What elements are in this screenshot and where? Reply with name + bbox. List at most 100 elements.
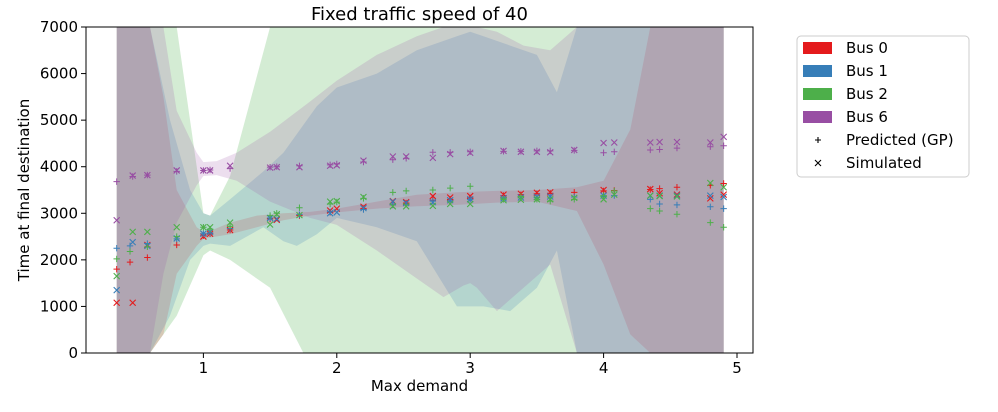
predicted-point [656, 146, 663, 153]
legend-label: Bus 6 [846, 108, 888, 126]
simulated-point [326, 162, 334, 170]
simulated-point [673, 192, 681, 199]
legend-item-bus-1: Bus 1 [803, 62, 888, 80]
predicted-point [429, 197, 437, 205]
predicted-point [429, 149, 437, 156]
predicted-point [466, 183, 474, 190]
x-tick-label: 4 [599, 359, 609, 377]
legend-box [796, 35, 970, 178]
predicted-point [533, 147, 541, 155]
predicted-point [656, 185, 663, 192]
simulated-point [173, 167, 181, 174]
predicted-point [611, 148, 618, 156]
simulated-point [646, 185, 654, 193]
simulated-point [273, 163, 281, 171]
predicted-point [611, 187, 618, 195]
simulated-point [200, 230, 207, 238]
predicted-point [113, 245, 120, 252]
simulated-point [360, 204, 367, 212]
predicted-point [389, 189, 397, 196]
simulated-point [600, 195, 607, 203]
simulated-point [706, 192, 714, 199]
simulated-point [402, 202, 410, 210]
predicted-point [600, 192, 607, 199]
predicted-point [673, 201, 681, 209]
legend-item-bus-2: Bus 2 [803, 85, 888, 103]
simulated-point [706, 139, 714, 146]
predicted-point [296, 204, 303, 211]
predicted-point [647, 146, 654, 154]
predicted-point [389, 156, 397, 163]
simulated-point [517, 196, 525, 204]
simulated-point [266, 221, 274, 228]
simulated-point [333, 197, 341, 205]
simulated-point [720, 133, 728, 141]
simulated-point [360, 157, 367, 165]
x-tick-label: 2 [332, 359, 342, 377]
y-axis-label: Time at final destination [15, 99, 33, 282]
predicted-point [707, 143, 714, 150]
legend-swatch [803, 111, 832, 123]
predicted-point [600, 149, 607, 156]
predicted-point [707, 219, 714, 226]
simulated-point [600, 186, 607, 194]
simulated-point [226, 162, 234, 170]
simulated-point [720, 193, 728, 201]
predicted-point [673, 144, 681, 152]
predicted-point [144, 254, 151, 261]
predicted-point [720, 205, 727, 212]
x-tick-label: 5 [732, 359, 742, 377]
simulated-point [129, 238, 137, 246]
simulated-point [389, 153, 397, 160]
legend-item-bus-0: Bus 0 [803, 39, 888, 57]
predicted-point [113, 265, 120, 273]
predicted-point [173, 233, 180, 240]
x-tick-label: 1 [199, 359, 209, 377]
simulated-point [143, 228, 151, 236]
predicted-point [113, 255, 120, 263]
simulated-point [656, 138, 664, 146]
simulated-point [200, 167, 207, 174]
simulated-point [129, 299, 137, 307]
predicted-point [656, 200, 663, 208]
x-axis-label: Max demand [371, 377, 468, 395]
predicted-point [126, 242, 134, 250]
y-tick-label: 0 [68, 344, 78, 362]
simulated-point [360, 193, 367, 201]
simulated-point [296, 163, 303, 171]
legend-label: Bus 1 [846, 62, 888, 80]
predicted-point [173, 168, 180, 175]
predicted-point [446, 184, 454, 192]
simulated-point [206, 223, 214, 231]
predicted-point [126, 258, 134, 266]
legend-label: Bus 0 [846, 39, 888, 57]
simulated-point [429, 202, 437, 210]
series-bus-6 [113, 133, 728, 224]
predicted-point [429, 186, 437, 194]
predicted-point [266, 212, 274, 219]
y-tick-label: 3000 [40, 204, 78, 222]
simulated-point [173, 223, 181, 231]
legend-label: Simulated [846, 154, 922, 172]
simulated-point [143, 171, 151, 179]
simulated-point [706, 179, 714, 187]
legend-item-simulated: Simulated [814, 154, 922, 172]
simulated-point [610, 139, 618, 146]
simulated-point [600, 139, 607, 147]
simulated-point [333, 208, 341, 216]
simulated-point [706, 194, 714, 202]
simulated-point [113, 272, 121, 280]
simulated-point [206, 167, 214, 174]
predicted-point [173, 241, 180, 249]
simulated-point [273, 216, 281, 224]
simulated-point [429, 192, 437, 200]
predicted-point [333, 198, 340, 206]
predicted-point [656, 207, 663, 215]
predicted-point [500, 196, 507, 203]
predicted-point [273, 210, 280, 217]
predicted-point [144, 243, 151, 251]
simulated-point [546, 193, 554, 200]
simulated-point [200, 223, 207, 231]
predicted-point [720, 224, 727, 231]
